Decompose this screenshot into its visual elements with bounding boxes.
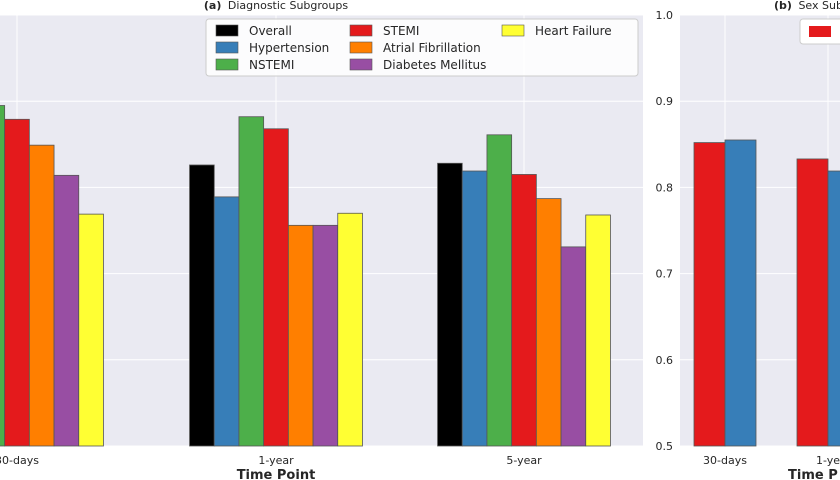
x-tick-label: 1-ye	[816, 454, 840, 467]
bar	[213, 196, 240, 447]
legend-swatch	[349, 24, 373, 37]
bar	[263, 128, 289, 447]
x-tick-labels-b: 30-days 1-ye	[703, 454, 840, 467]
legend-swatch	[501, 24, 525, 37]
bar	[535, 198, 562, 447]
legend: Overall Hypertension NSTEMI STEMI Atrial Fib…	[205, 18, 639, 77]
legend-label: NSTEMI	[249, 58, 294, 72]
bar	[337, 212, 363, 447]
y-tick-label: 0.9	[656, 95, 674, 108]
legend-b	[799, 18, 840, 45]
legend-label: Heart Failure	[535, 24, 612, 38]
bar	[486, 134, 513, 447]
panel-sex-subgroups: 0.5 0.6 0.7 0.8 0.9 1.0 30-days 1-ye (b) Sex S…	[656, 0, 840, 480]
y-tick-label: 1.0	[656, 9, 674, 22]
bar	[827, 170, 840, 447]
bar	[461, 170, 488, 447]
x-axis-title-a: Time Point	[237, 468, 316, 480]
bar	[28, 144, 55, 447]
bar	[78, 213, 104, 447]
legend-label: STEMI	[383, 24, 419, 38]
bar	[53, 174, 80, 447]
y-tick-label: 0.7	[656, 268, 674, 281]
panel-diagnostic-subgroups: 30-days 1-year 5-year (a) Diagnostic Subgr…	[0, 0, 643, 480]
y-tick-label: 0.8	[656, 181, 674, 194]
bar	[287, 224, 314, 447]
bar	[724, 139, 757, 447]
y-tick-label: 0.5	[656, 440, 674, 453]
x-axis-title-b: Time P	[788, 468, 838, 480]
bar	[4, 118, 30, 447]
y-tick-label: 0.6	[656, 354, 674, 367]
legend-label: Overall	[249, 24, 292, 38]
legend-b-swatch	[809, 26, 831, 37]
legend-label: Hypertension	[249, 41, 329, 55]
x-tick-label: 1-year	[258, 454, 294, 467]
bar	[437, 162, 463, 447]
bars-b	[693, 139, 840, 447]
legend-swatch	[215, 24, 239, 37]
legend-label: Atrial Fibrillation	[383, 41, 481, 55]
x-tick-label: 30-days	[0, 454, 39, 467]
bar	[560, 246, 587, 447]
bar	[511, 174, 537, 447]
legend-label: Diabetes Mellitus	[383, 58, 486, 72]
x-tick-label: 5-year	[506, 454, 542, 467]
legend-swatch	[349, 58, 373, 71]
bars-a	[0, 105, 611, 447]
legend-swatch	[215, 41, 239, 54]
x-tick-labels-a: 30-days 1-year 5-year	[0, 454, 542, 467]
panel-b-title: (b) Sex Sub	[774, 0, 840, 12]
bar	[238, 116, 265, 447]
bar	[189, 164, 215, 447]
legend-swatch	[349, 41, 373, 54]
bar	[0, 105, 6, 447]
bar	[312, 224, 339, 447]
legend-box	[205, 18, 639, 77]
y-tick-labels-b: 0.5 0.6 0.7 0.8 0.9 1.0	[656, 9, 674, 453]
legend-swatch	[215, 58, 239, 71]
x-tick-label: 30-days	[703, 454, 747, 467]
panel-a-title: (a) Diagnostic Subgroups	[204, 0, 348, 12]
bar	[796, 158, 829, 447]
bar	[585, 214, 611, 447]
bar	[693, 142, 726, 447]
